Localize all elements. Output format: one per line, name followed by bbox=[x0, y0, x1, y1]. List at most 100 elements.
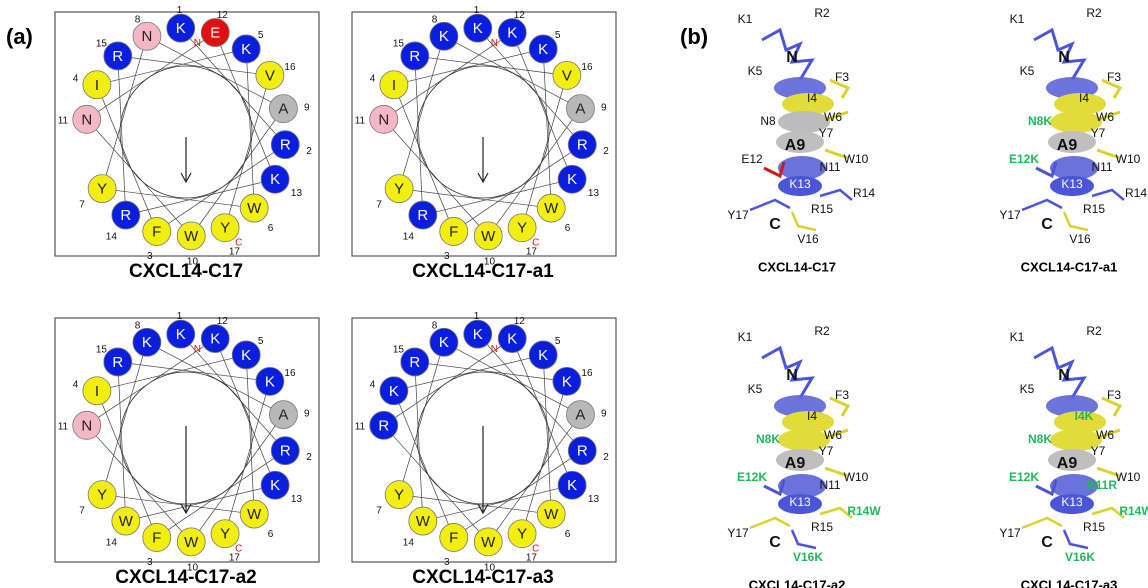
residue-letter: R bbox=[577, 443, 588, 460]
residue-letter: K bbox=[562, 373, 572, 390]
position-number: 4 bbox=[370, 379, 376, 390]
residue-letter: I bbox=[392, 77, 396, 94]
residue-label: W6 bbox=[1096, 428, 1114, 442]
position-number: 15 bbox=[96, 344, 108, 355]
residue-label: K5 bbox=[1020, 382, 1035, 396]
position-number: 16 bbox=[581, 62, 593, 73]
residue-label: R2 bbox=[814, 324, 830, 338]
residue-letter: A bbox=[278, 101, 288, 118]
residue-label: N bbox=[786, 367, 798, 384]
residue-label: R15 bbox=[811, 202, 833, 216]
residue-label: N bbox=[1058, 367, 1070, 384]
residue-label: F3 bbox=[1107, 388, 1121, 402]
residue-label: K5 bbox=[748, 382, 763, 396]
helix-structure: K1R2NK5F3I4W6N8KY7A9N11W10E12KK13R14WY17… bbox=[727, 324, 881, 564]
residue-letter: Y bbox=[394, 181, 404, 198]
c-terminus: C bbox=[235, 543, 242, 554]
position-number: 8 bbox=[135, 15, 141, 26]
residue-label: I4K bbox=[1075, 409, 1094, 423]
residue-label: I4 bbox=[807, 91, 817, 105]
position-number: 13 bbox=[588, 188, 600, 199]
position-number: 9 bbox=[601, 102, 607, 113]
residue-letter: K bbox=[142, 334, 152, 351]
residue-label: I4 bbox=[1079, 91, 1089, 105]
residue-label: R14 bbox=[1125, 186, 1147, 200]
position-number: 6 bbox=[268, 529, 274, 540]
residue-label: A9 bbox=[1057, 137, 1078, 154]
residue-letter: A bbox=[575, 407, 585, 424]
residue-label: R14 bbox=[853, 186, 875, 200]
residue-letter: Y bbox=[97, 181, 107, 198]
position-number: 8 bbox=[135, 321, 141, 332]
residue-letter: K bbox=[270, 477, 280, 494]
residue-letter: N bbox=[142, 28, 153, 45]
position-number: 12 bbox=[217, 10, 229, 21]
residue-label: R2 bbox=[1086, 6, 1102, 20]
residue-letter: K bbox=[473, 20, 483, 37]
position-number: 11 bbox=[58, 115, 69, 126]
residue-letter: Y bbox=[394, 487, 404, 504]
n-terminus: N bbox=[491, 344, 498, 355]
residue-letter: K bbox=[439, 28, 449, 45]
position-number: 14 bbox=[403, 231, 415, 242]
residue-label: F3 bbox=[1107, 70, 1121, 84]
residue-label: N8K bbox=[1028, 114, 1052, 128]
structure-title: CXCL14-C17-a1 bbox=[1021, 259, 1118, 274]
residue-letter: K bbox=[567, 477, 577, 494]
residue-label: N11 bbox=[1091, 160, 1112, 174]
position-number: 1 bbox=[177, 5, 183, 16]
residue-label: E12K bbox=[737, 470, 767, 484]
residue-label: R2 bbox=[814, 6, 830, 20]
structure-title: CXCL14-C17-a2 bbox=[749, 577, 846, 588]
residue-letter: K bbox=[473, 326, 483, 343]
residue-letter: R bbox=[577, 137, 588, 154]
residue-label: K1 bbox=[1010, 330, 1025, 344]
position-number: 1 bbox=[474, 311, 480, 322]
position-number: 1 bbox=[177, 311, 183, 322]
residue-label: C bbox=[1041, 534, 1053, 551]
residue-label: W10 bbox=[1116, 152, 1141, 166]
position-number: 9 bbox=[601, 408, 607, 419]
residue-label: K13 bbox=[789, 177, 811, 191]
residue-letter: R bbox=[409, 354, 420, 371]
position-number: 12 bbox=[514, 10, 526, 21]
residue-label: Y17 bbox=[727, 526, 749, 540]
residue-letter: Y bbox=[220, 220, 230, 237]
residue-label: K5 bbox=[1020, 64, 1035, 78]
wheel-title: CXCL14-C17-a2 bbox=[115, 567, 257, 588]
residue-letter: R bbox=[280, 137, 291, 154]
panel-label: (b) bbox=[680, 24, 708, 49]
position-number: 12 bbox=[514, 316, 526, 327]
position-number: 5 bbox=[555, 30, 561, 41]
residue-label: N8 bbox=[760, 114, 776, 128]
structure-title: CXCL14-C17 bbox=[758, 259, 836, 274]
residue-letter: W bbox=[481, 228, 496, 245]
residue-letter: K bbox=[270, 171, 280, 188]
position-number: 8 bbox=[432, 321, 438, 332]
position-number: 6 bbox=[268, 223, 274, 234]
residue-label: R15 bbox=[811, 520, 833, 534]
residue-label: W10 bbox=[844, 152, 869, 166]
residue-label: A9 bbox=[785, 137, 806, 154]
residue-label: K1 bbox=[1010, 12, 1025, 26]
n-terminus: N bbox=[194, 344, 201, 355]
residue-label: C bbox=[1041, 216, 1053, 233]
residue-letter: W bbox=[247, 506, 262, 523]
residue-label: E12K bbox=[1009, 470, 1039, 484]
residue-label: W10 bbox=[844, 470, 869, 484]
helix-structure: K1R2NK5F3I4KW6N8KY7A9N11RW10E12KK13R14WY… bbox=[999, 324, 1148, 564]
helix-structure: K1R2NK5F3I4W6N8Y7A9N11W10E12K13R14Y17R15… bbox=[727, 6, 875, 246]
residue-label: V16K bbox=[793, 550, 823, 564]
residue-letter: K bbox=[210, 331, 220, 348]
residue-letter: K bbox=[389, 383, 399, 400]
position-number: 7 bbox=[376, 199, 382, 210]
residue-letter: Y bbox=[517, 526, 527, 543]
residue-letter: K bbox=[176, 326, 186, 343]
residue-letter: K bbox=[241, 41, 251, 58]
position-number: 13 bbox=[291, 188, 303, 199]
position-number: 11 bbox=[355, 115, 366, 126]
position-number: 1 bbox=[474, 5, 480, 16]
c-terminus: C bbox=[532, 543, 539, 554]
residue-label: R15 bbox=[1083, 520, 1105, 534]
position-number: 2 bbox=[306, 452, 312, 463]
